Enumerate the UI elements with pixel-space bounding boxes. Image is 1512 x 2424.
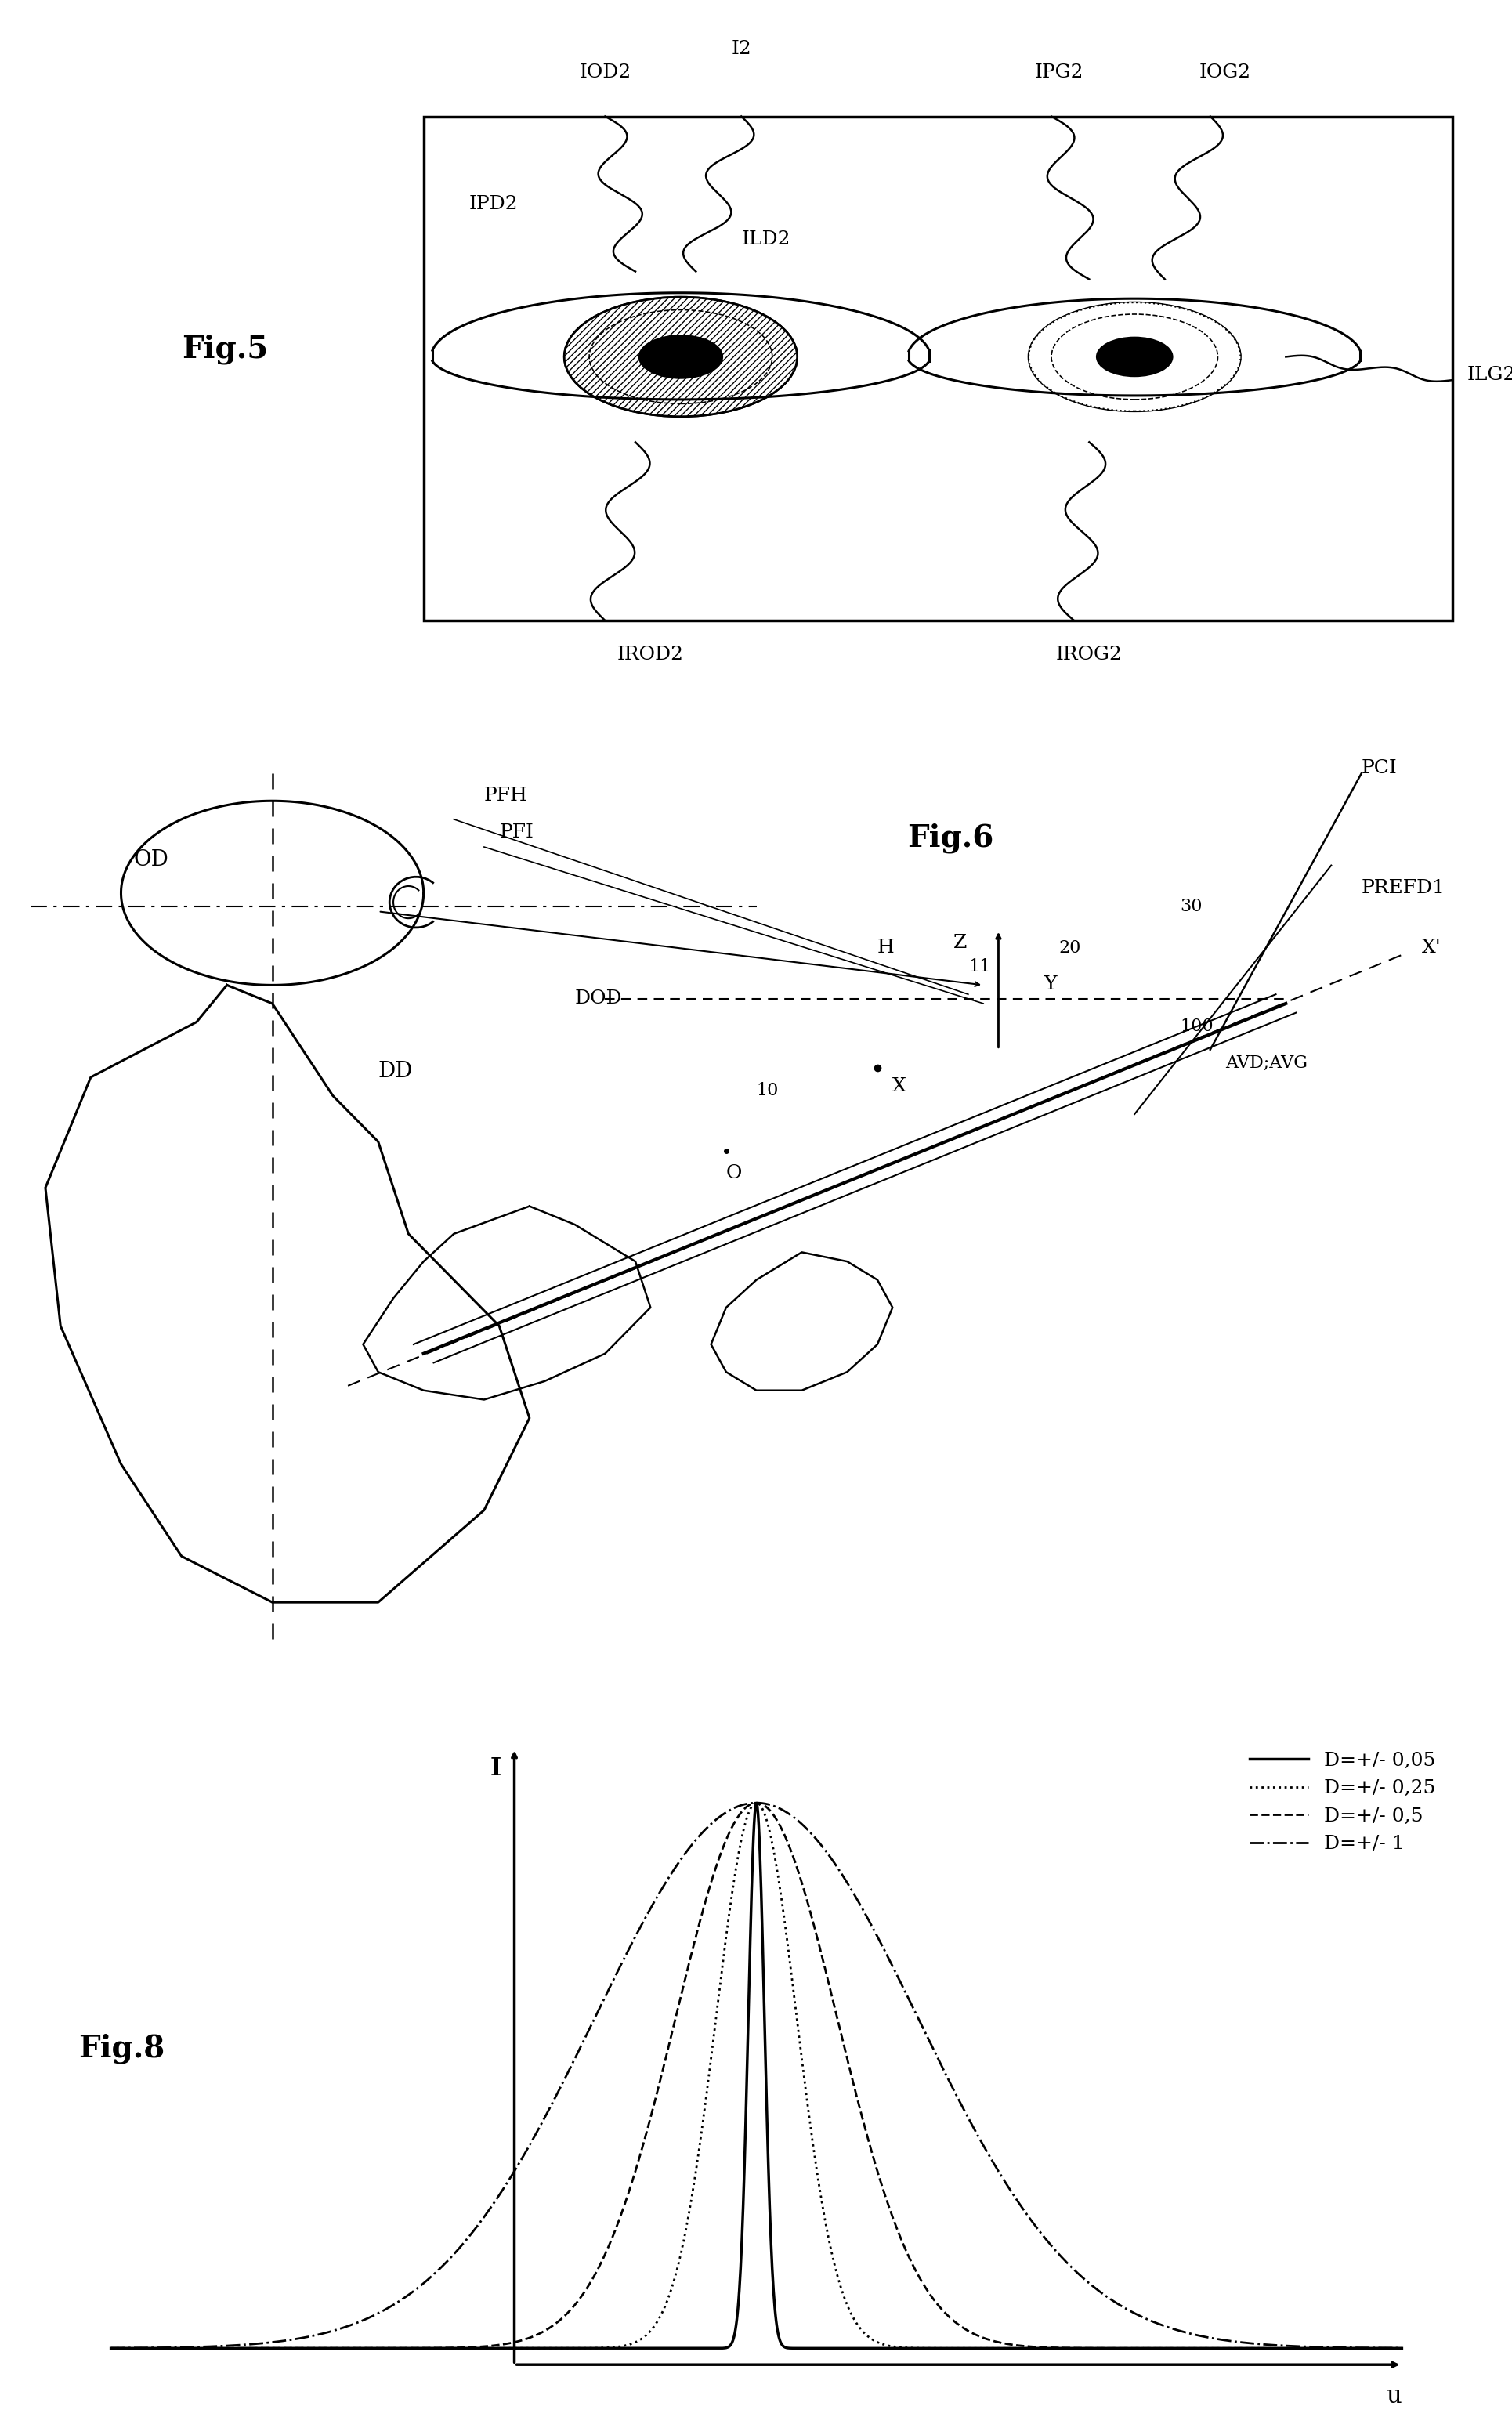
Text: I2: I2 [730,41,751,58]
Text: X: X [892,1076,906,1096]
Circle shape [1096,337,1172,376]
D=+/- 0,5 [1355,2334,1373,2363]
Text: IROD2: IROD2 [617,645,683,664]
Text: OD: OD [133,848,169,870]
Text: O: O [726,1164,742,1183]
Line: D=+/- 0,5: D=+/- 0,5 [110,1803,1402,2349]
Bar [423,116,1452,621]
D=+/- 0,5 [1355,2334,1373,2363]
Legend: D=+/- 0,05, D=+/- 0,25, D=+/- 0,5, D=+/- 1: D=+/- 0,05, D=+/- 0,25, D=+/- 0,5, D=+/-… [1241,1743,1442,1862]
Text: ILD2: ILD2 [741,230,789,247]
Text: PFH: PFH [484,788,528,805]
D=+/- 0,25 [1393,2334,1411,2363]
D=+/- 1 [168,2332,186,2361]
D=+/- 0,5 [101,2334,119,2363]
Text: 10: 10 [756,1084,779,1100]
D=+/- 0,5 [729,1801,747,1830]
D=+/- 0,25 [696,2097,714,2126]
D=+/- 0,05 [747,1789,765,1818]
Text: Z: Z [953,933,966,953]
Circle shape [1028,303,1240,412]
Text: X': X' [1421,938,1441,957]
D=+/- 0,25 [168,2334,186,2363]
D=+/- 0,05 [729,2286,747,2315]
Text: 20: 20 [1058,941,1081,957]
D=+/- 0,05 [1355,2334,1373,2363]
D=+/- 0,05 [1355,2334,1373,2363]
Text: 100: 100 [1179,1018,1213,1035]
D=+/- 0,25 [101,2334,119,2363]
D=+/- 0,5 [168,2334,186,2363]
D=+/- 0,25 [1119,2334,1137,2363]
D=+/- 1 [696,1816,714,1845]
Text: ILG2: ILG2 [1467,366,1512,383]
Text: Fig.5: Fig.5 [181,335,268,364]
Line: D=+/- 1: D=+/- 1 [110,1803,1402,2349]
D=+/- 0,05 [1119,2334,1137,2363]
Text: H: H [877,938,894,957]
Text: IPG2: IPG2 [1034,63,1083,82]
Circle shape [564,298,797,417]
Text: 11: 11 [968,957,990,974]
D=+/- 1 [1393,2334,1411,2363]
D=+/- 0,5 [747,1789,765,1818]
Text: PFI: PFI [499,824,534,841]
D=+/- 0,05 [101,2334,119,2363]
Text: PCI: PCI [1361,759,1397,778]
Text: IPD2: IPD2 [469,196,517,213]
D=+/- 1 [101,2334,119,2363]
D=+/- 0,25 [747,1789,765,1818]
Text: PREFD1: PREFD1 [1361,880,1444,897]
D=+/- 0,5 [1119,2334,1137,2363]
Text: DOD: DOD [575,989,621,1008]
Circle shape [564,298,797,417]
Text: u: u [1385,2383,1400,2409]
Text: 30: 30 [1179,899,1202,916]
Line: D=+/- 0,25: D=+/- 0,25 [110,1803,1402,2349]
D=+/- 0,5 [696,1891,714,1920]
D=+/- 0,05 [168,2334,186,2363]
D=+/- 1 [747,1789,765,1818]
Text: IOG2: IOG2 [1199,63,1250,82]
Text: AVD;AVG: AVD;AVG [1225,1054,1306,1071]
Circle shape [1028,303,1240,412]
Text: Fig.6: Fig.6 [907,822,993,853]
Line: D=+/- 0,05: D=+/- 0,05 [110,1803,1402,2349]
D=+/- 1 [1119,2296,1137,2325]
Circle shape [638,335,723,378]
Text: IOD2: IOD2 [579,63,631,82]
D=+/- 0,25 [1355,2334,1373,2363]
D=+/- 1 [1355,2334,1373,2363]
D=+/- 0,05 [696,2334,714,2363]
Text: Y: Y [1043,974,1057,994]
D=+/- 1 [729,1791,747,1820]
D=+/- 0,25 [729,1840,747,1869]
D=+/- 0,25 [1355,2334,1373,2363]
Text: I: I [490,1757,500,1782]
Text: DD: DD [378,1062,413,1081]
Text: Fig.8: Fig.8 [79,2034,165,2063]
Text: IROG2: IROG2 [1055,645,1122,664]
D=+/- 0,5 [1393,2334,1411,2363]
D=+/- 1 [1355,2334,1373,2363]
D=+/- 0,05 [1393,2334,1411,2363]
